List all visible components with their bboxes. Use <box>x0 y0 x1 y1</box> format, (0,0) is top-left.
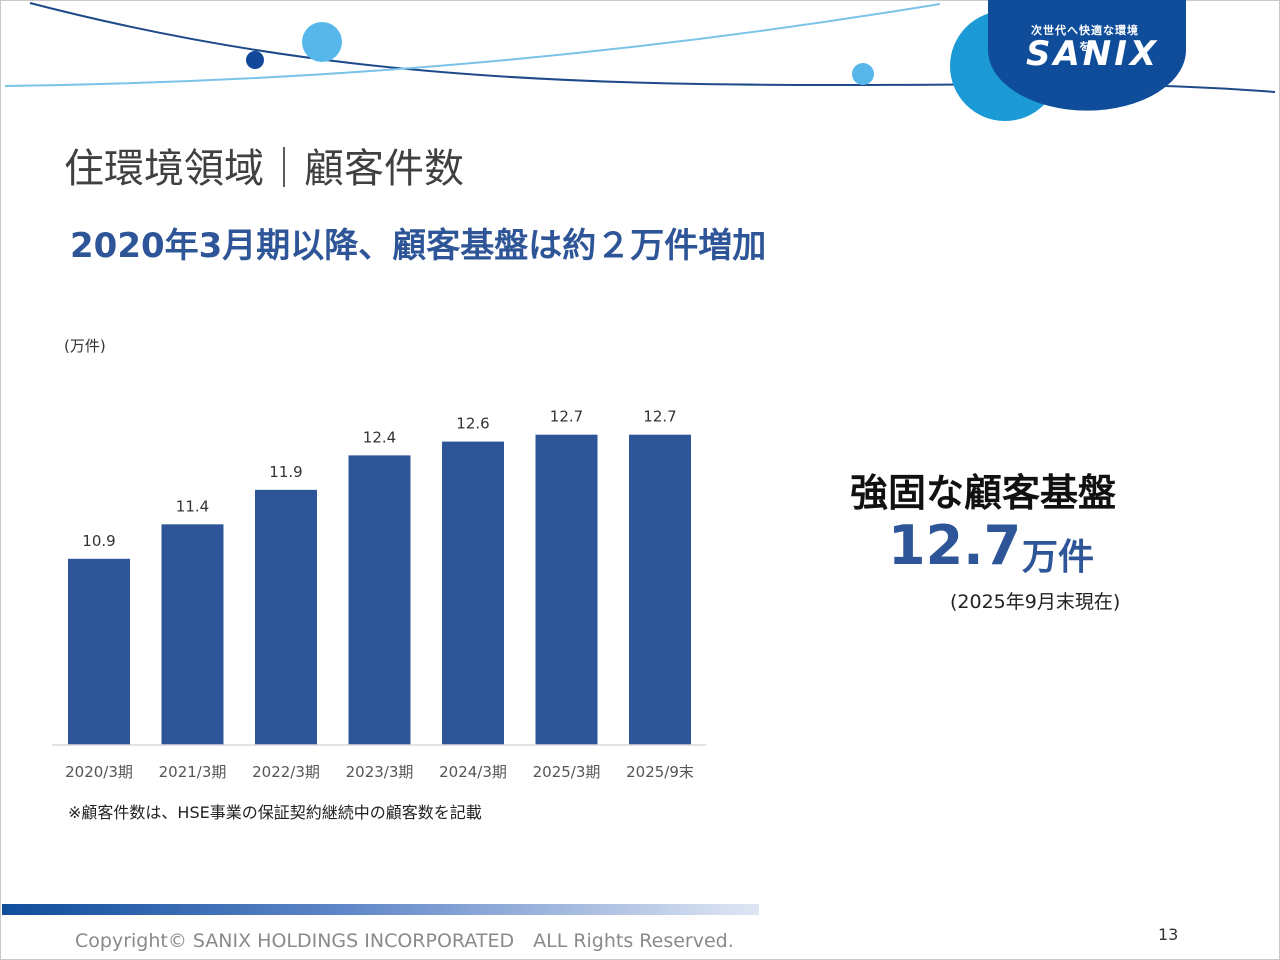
x-tick-label: 2025/3期 <box>533 763 601 781</box>
decor-dot-light <box>852 63 874 85</box>
bar <box>348 455 411 745</box>
data-label: 12.7 <box>643 408 676 426</box>
bar <box>535 434 598 745</box>
header-curve-light <box>4 3 941 87</box>
data-label: 12.4 <box>363 428 396 446</box>
kpi-unit: 万件 <box>1022 537 1095 578</box>
decor-bubble-light <box>302 22 342 62</box>
bar <box>629 434 691 745</box>
x-tick-label: 2021/3期 <box>159 763 227 781</box>
logo-tagline: 次世代へ快適な環境を <box>1031 24 1139 53</box>
x-tick-label: 2023/3期 <box>346 763 414 781</box>
logo-badge <box>988 0 1186 111</box>
logo-text: SANIX <box>1026 34 1160 74</box>
x-tick-label: 2025/9末 <box>626 763 694 781</box>
x-tick-label: 2022/3期 <box>252 763 320 781</box>
x-tick-label: 2020/3期 <box>65 763 133 781</box>
kpi-date: (2025年9月末現在) <box>950 591 1121 613</box>
header-decoration <box>4 0 1276 121</box>
decor-dot-dark <box>246 51 264 69</box>
bar <box>161 524 224 745</box>
page-number: 13 <box>1158 925 1179 944</box>
data-label: 11.9 <box>269 463 302 481</box>
data-label: 12.7 <box>550 408 583 426</box>
headline: 2020年3月期以降、顧客基盤は約２万件増加 <box>70 226 767 266</box>
bar <box>255 489 317 745</box>
x-tick-label: 2024/3期 <box>439 763 507 781</box>
copyright: Copyright© SANIX HOLDINGS INCORPORATED A… <box>75 930 734 952</box>
customer-count-bar-chart: 10.9 2020/3期 11.4 2021/3期 11.9 2022/3期 12.4 202… <box>52 408 706 781</box>
chart-footnote: ※顧客件数は、HSE事業の保証契約継続中の顧客数を記載 <box>68 803 482 822</box>
chart-unit-label: (万件) <box>64 337 106 355</box>
page-title: 住環境領域｜顧客件数 <box>64 146 464 192</box>
data-label: 12.6 <box>456 415 489 433</box>
footer-gradient-bar <box>2 904 759 915</box>
kpi-label: 強固な顧客基盤 <box>850 471 1117 515</box>
data-label: 10.9 <box>82 532 115 550</box>
bar <box>68 558 130 745</box>
bar <box>442 441 504 745</box>
data-label: 11.4 <box>176 497 209 515</box>
kpi-value: 12.7 <box>888 514 1022 577</box>
